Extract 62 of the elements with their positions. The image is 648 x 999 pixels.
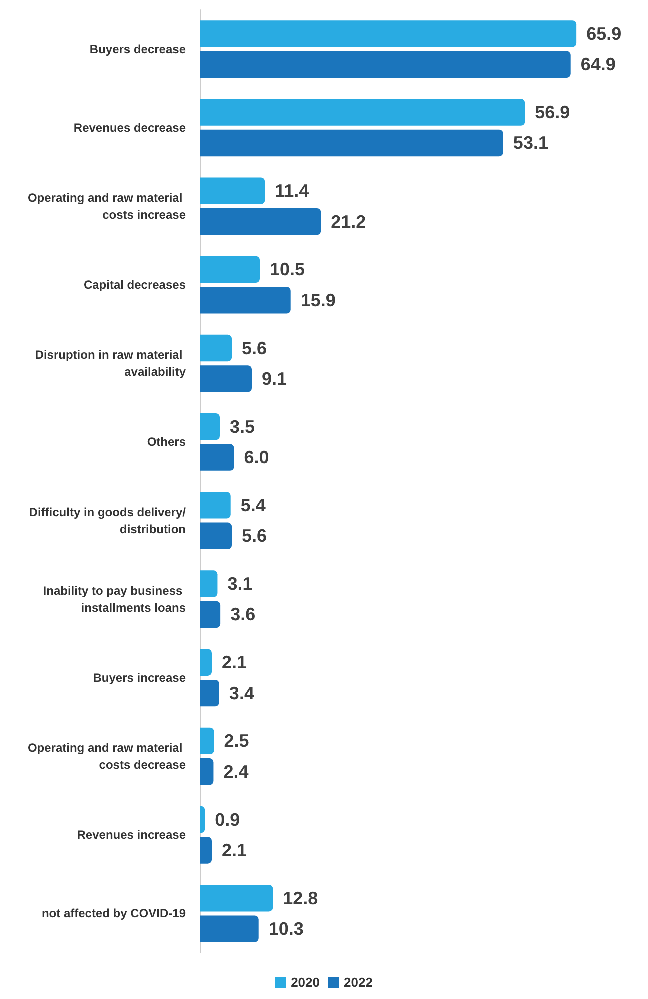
- data-label: 21.2: [331, 212, 366, 232]
- bar: [200, 366, 252, 392]
- data-label: 5.4: [240, 495, 266, 516]
- data-label: 9.1: [262, 368, 288, 389]
- bar: [200, 413, 220, 440]
- y-tick-label: Operating and raw material costs increase: [28, 190, 186, 222]
- legend-label: 2020: [291, 975, 320, 990]
- data-label: 2.1: [222, 652, 248, 673]
- y-tick-label: not affected by COVID-19: [42, 906, 186, 921]
- y-tick-label: Buyers decrease: [90, 42, 186, 56]
- y-tick-label: Revenues increase: [77, 828, 186, 842]
- bar: [200, 334, 232, 362]
- data-label: 5.6: [242, 526, 268, 546]
- legend-label: 2022: [344, 975, 373, 990]
- bar: [200, 444, 234, 471]
- data-label: 2.5: [224, 731, 250, 752]
- data-label: 65.9: [586, 24, 622, 44]
- y-tick-label: Capital decreases: [84, 278, 186, 292]
- y-tick-label: Revenues decrease: [74, 120, 186, 135]
- data-label: 3.5: [230, 416, 256, 437]
- data-label: 5.6: [242, 338, 268, 358]
- y-tick-label: Operating and raw material costs decrease: [28, 741, 186, 772]
- bar: [200, 649, 212, 676]
- y-tick-label: Inability to pay business installments loans: [43, 584, 186, 615]
- bar: [200, 728, 214, 755]
- bar: [200, 287, 291, 314]
- bar: [200, 208, 322, 236]
- data-label: 3.6: [230, 604, 256, 625]
- bar: [200, 51, 571, 78]
- data-label: 15.9: [300, 290, 336, 310]
- bar: [200, 178, 266, 204]
- bar: [200, 837, 212, 864]
- data-label: 10.3: [268, 919, 304, 940]
- data-label: 53.1: [513, 133, 548, 154]
- bar: [200, 680, 220, 707]
- data-label: 0.9: [215, 810, 240, 830]
- bar: [200, 884, 274, 912]
- data-label: 3.1: [228, 574, 253, 594]
- bar: [200, 256, 260, 284]
- bar: [200, 20, 577, 48]
- bar: [200, 99, 526, 126]
- y-tick-label: Buyers increase: [93, 670, 186, 685]
- bar: [200, 522, 232, 550]
- y-tick-label: Disruption in raw material availability: [35, 348, 186, 380]
- data-label: 6.0: [244, 448, 270, 468]
- data-label: 64.9: [580, 54, 616, 75]
- bar: [200, 570, 218, 598]
- bar: [200, 492, 231, 519]
- bar: [200, 806, 206, 834]
- y-tick-label: Others: [147, 435, 186, 450]
- data-label: 2.1: [222, 840, 248, 860]
- data-label: 3.4: [229, 683, 254, 704]
- data-label: 12.8: [283, 888, 318, 908]
- y-tick-label: Difficulty in goods delivery/distribution: [29, 505, 187, 536]
- data-label: 10.5: [270, 260, 306, 280]
- bar: [200, 130, 504, 157]
- bar: [200, 758, 214, 786]
- bar: [200, 916, 259, 942]
- data-label: 2.4: [224, 762, 249, 782]
- data-label: 11.4: [275, 181, 310, 202]
- bar: [200, 601, 221, 628]
- data-label: 56.9: [535, 102, 570, 123]
